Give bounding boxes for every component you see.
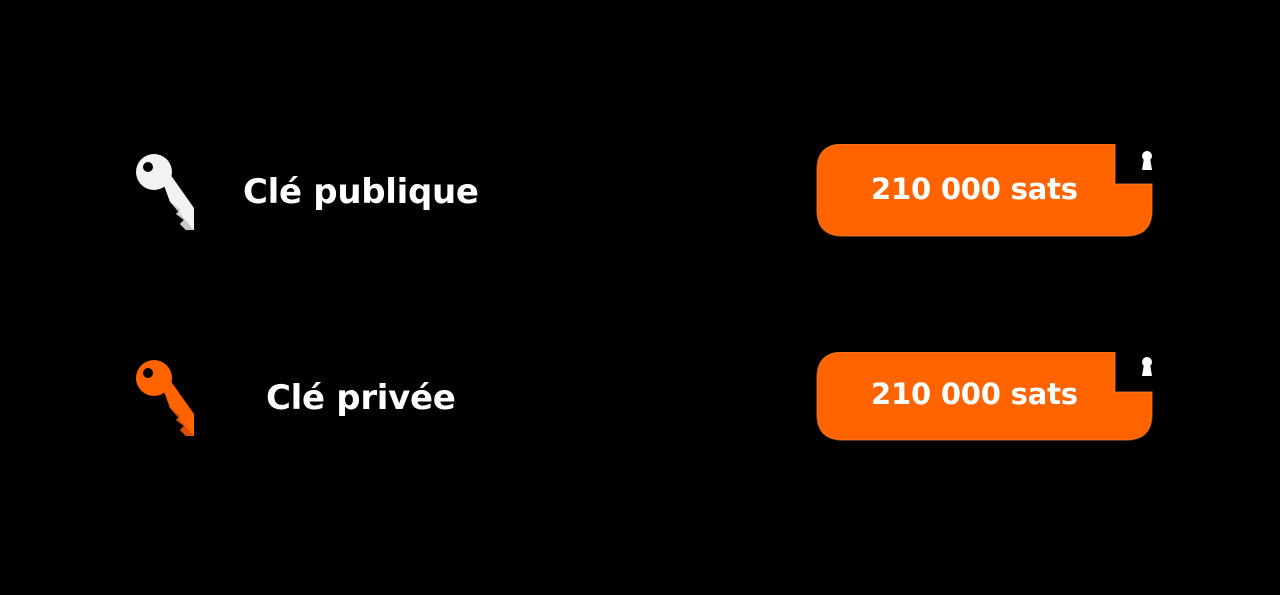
private-key-icon — [134, 356, 198, 438]
public-key-amount: 210 000 sats — [871, 172, 1078, 206]
public-key-amount-box: 210 000 sats — [815, 144, 1155, 240]
public-key-label: Clé publique — [243, 172, 479, 212]
private-key-amount-box: 210 000 sats — [815, 352, 1155, 448]
keyhole-icon — [1142, 151, 1152, 170]
private-key-label: Clé privée — [266, 378, 456, 418]
private-key-amount: 210 000 sats — [871, 377, 1078, 411]
keyhole-icon — [1142, 357, 1152, 376]
public-key-icon — [134, 150, 198, 232]
